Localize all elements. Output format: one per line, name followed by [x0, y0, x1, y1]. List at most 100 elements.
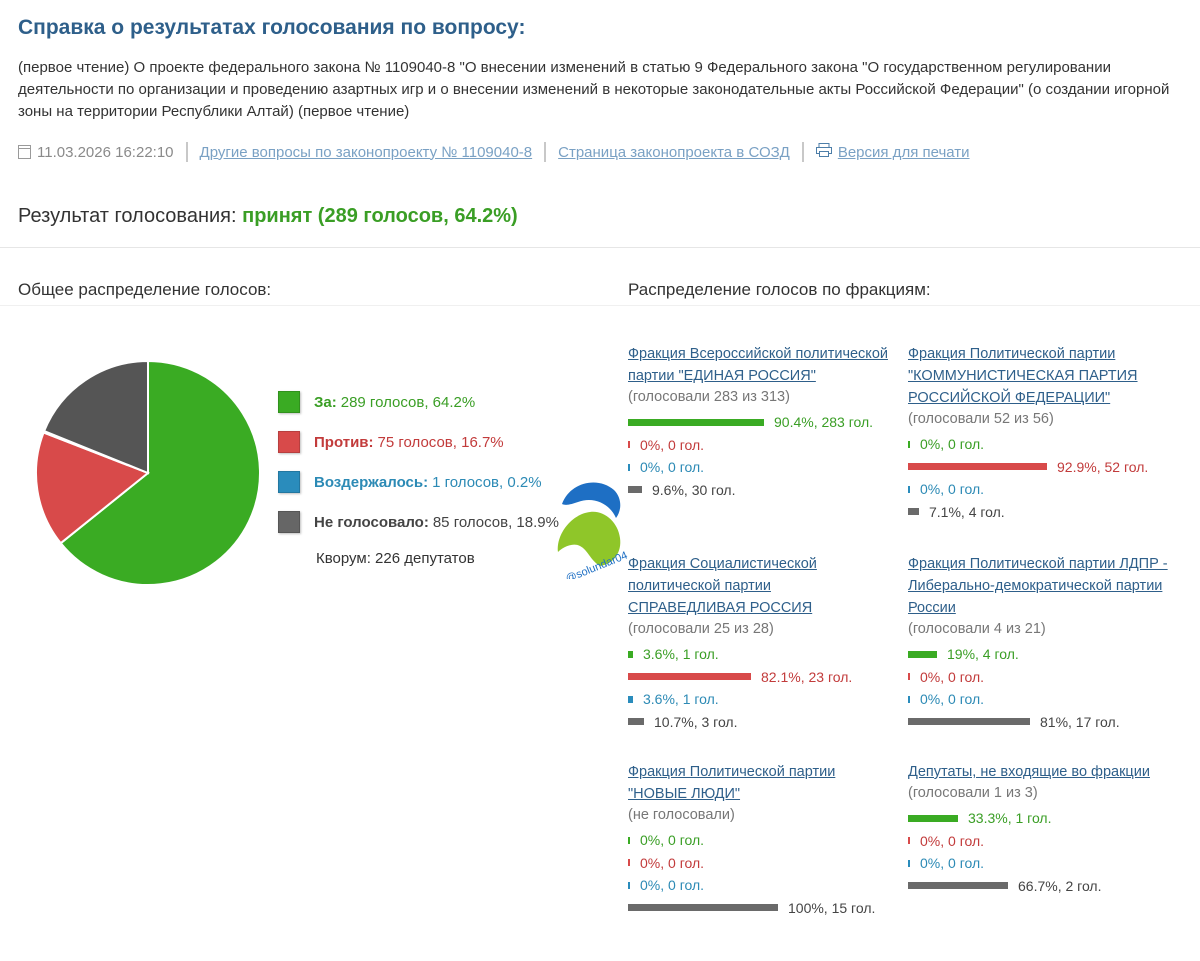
vote-bar: [908, 718, 1030, 726]
faction-block: Фракция Политической партии "НОВЫЕ ЛЮДИ"…: [628, 761, 888, 919]
divider: [544, 142, 547, 162]
row-against: 0%, 0 гол.: [908, 666, 1168, 689]
vote-bar: [628, 441, 630, 449]
vote-result: Результат голосования: принят (289 голос…: [18, 205, 518, 228]
row-not-voted: 10.7%, 3 гол.: [628, 711, 888, 734]
result-value: принят (289 голосов, 64.2%): [242, 205, 518, 227]
vote-bar: [908, 440, 910, 448]
vote-bar: [628, 881, 630, 889]
legend-item-against: Против: 75 голосов, 16.7%: [278, 422, 559, 462]
vote-bar: [628, 650, 633, 658]
vote-bar: [908, 695, 910, 703]
row-not-voted: 9.6%, 30 гол.: [628, 479, 888, 502]
legend-item-for: За: 289 голосов, 64.2%: [278, 382, 559, 422]
vote-bar: [908, 463, 1047, 471]
row-against: 0%, 0 гол.: [628, 852, 888, 875]
vote-bar: [908, 814, 958, 822]
quorum-text: Кворум: 226 депутатов: [316, 550, 475, 567]
divider: [0, 247, 1200, 248]
factions-section-title: Распределение голосов по фракциям:: [628, 280, 931, 299]
row-against: 82.1%, 23 гол.: [628, 666, 888, 689]
row-against-value: 0%, 0 гол.: [640, 854, 705, 871]
legend-item-not-voted: Не голосовало: 85 голосов, 18.9%: [278, 502, 559, 542]
row-not-voted-value: 100%, 15 гол.: [788, 899, 876, 916]
row-abstain: 0%, 0 гол.: [908, 478, 1168, 501]
legend-swatch: [278, 391, 300, 413]
row-abstain-value: 0%, 0 гол.: [640, 877, 705, 894]
legend-swatch: [278, 471, 300, 493]
meta-bar: 11.03.2026 16:22:10 Другие вопросы по за…: [18, 142, 970, 162]
faction-block: Фракция Политической партии ЛДПР - Либер…: [908, 553, 1168, 733]
faction-block: Депутаты, не входящие во фракции (голосо…: [908, 761, 1168, 897]
vote-bar: [628, 418, 764, 426]
vote-bar: [908, 882, 1008, 890]
sozd-page-link[interactable]: Страница законопроекта в СОЗД: [558, 143, 790, 161]
vote-bar: [628, 673, 751, 681]
faction-block: Фракция Политической партии "КОММУНИСТИЧ…: [908, 343, 1168, 523]
row-not-voted-value: 9.6%, 30 гол.: [652, 481, 736, 498]
row-abstain: 0%, 0 гол.: [628, 874, 888, 897]
vote-bar: [628, 486, 642, 494]
row-for-value: 33.3%, 1 гол.: [968, 810, 1052, 827]
row-against-value: 0%, 0 гол.: [640, 436, 705, 453]
faction-link[interactable]: Депутаты, не входящие во фракции: [908, 764, 1150, 780]
row-for: 0%, 0 гол.: [908, 433, 1168, 456]
vote-bar: [908, 650, 937, 658]
faction-link[interactable]: Фракция Социалистической политической па…: [628, 556, 817, 616]
pie-slice-for: [59, 360, 261, 586]
other-questions-link[interactable]: Другие вопросы по законопроекту № 110904…: [199, 143, 533, 161]
row-against-value: 92.9%, 52 гол.: [1057, 458, 1149, 475]
legend-value: 85 голосов, 18.9%: [432, 513, 559, 531]
divider: [801, 142, 804, 162]
pie-slice-not-voted: [42, 360, 149, 475]
vote-bar: [628, 904, 778, 912]
print-version-link[interactable]: Версия для печати: [837, 143, 970, 161]
watermark-logo: @solundar04: [557, 482, 629, 579]
row-abstain-value: 0%, 0 гол.: [920, 691, 985, 708]
faction-voted-count: (голосовали 25 из 28): [628, 621, 774, 637]
overall-section-title: Общее распределение голосов:: [18, 280, 272, 299]
legend-label: Воздержалось:: [314, 473, 429, 491]
faction-voted-count: (голосовали 52 из 56): [908, 411, 1054, 427]
row-for-value: 19%, 4 гол.: [947, 646, 1019, 663]
row-not-voted-value: 7.1%, 4 гол.: [929, 503, 1005, 520]
row-for: 3.6%, 1 гол.: [628, 643, 888, 666]
legend-value: 1 голосов, 0.2%: [432, 473, 542, 491]
row-for: 0%, 0 гол.: [628, 829, 888, 852]
faction-link[interactable]: Фракция Политической партии "НОВЫЕ ЛЮДИ": [628, 764, 836, 802]
result-label: Результат голосования:: [18, 205, 237, 227]
row-not-voted: 66.7%, 2 гол.: [908, 875, 1168, 898]
vote-bar: [628, 695, 633, 703]
row-abstain-value: 0%, 0 гол.: [640, 459, 705, 476]
row-against: 0%, 0 гол.: [628, 434, 888, 457]
question-description: (первое чтение) О проекте федерального з…: [18, 59, 1170, 120]
vote-bar: [908, 485, 910, 493]
row-for-value: 3.6%, 1 гол.: [643, 646, 719, 663]
faction-link[interactable]: Фракция Политической партии ЛДПР - Либер…: [908, 556, 1168, 616]
faction-voted-count: (голосовали 283 из 313): [628, 389, 790, 405]
row-for-value: 0%, 0 гол.: [640, 832, 705, 849]
row-abstain: 0%, 0 гол.: [908, 852, 1168, 875]
vote-bar: [628, 718, 644, 726]
legend-label: За:: [314, 393, 337, 411]
faction-link[interactable]: Фракция Политической партии "КОММУНИСТИЧ…: [908, 346, 1138, 406]
pie-slice-against: [35, 431, 150, 545]
row-against-value: 0%, 0 гол.: [920, 668, 985, 685]
printer-icon[interactable]: [815, 143, 832, 161]
legend-swatch: [278, 431, 300, 453]
row-against: 0%, 0 гол.: [908, 830, 1168, 853]
row-against-value: 0%, 0 гол.: [920, 832, 985, 849]
vote-bar: [908, 508, 919, 516]
vote-bar: [628, 836, 630, 844]
row-not-voted-value: 66.7%, 2 гол.: [1018, 877, 1102, 894]
row-for-value: 90.4%, 283 гол.: [774, 414, 874, 431]
legend-item-abstain: Воздержалось: 1 голосов, 0.2%: [278, 462, 559, 502]
row-not-voted-value: 10.7%, 3 гол.: [654, 713, 738, 730]
faction-link[interactable]: Фракция Всероссийской политической парти…: [628, 346, 888, 384]
row-for: 90.4%, 283 гол.: [628, 411, 888, 434]
faction-voted-count: (не голосовали): [628, 807, 735, 823]
vote-bar: [628, 463, 630, 471]
legend-swatch: [278, 511, 300, 533]
vote-pie-chart: [35, 360, 261, 586]
vote-bar: [908, 673, 910, 681]
